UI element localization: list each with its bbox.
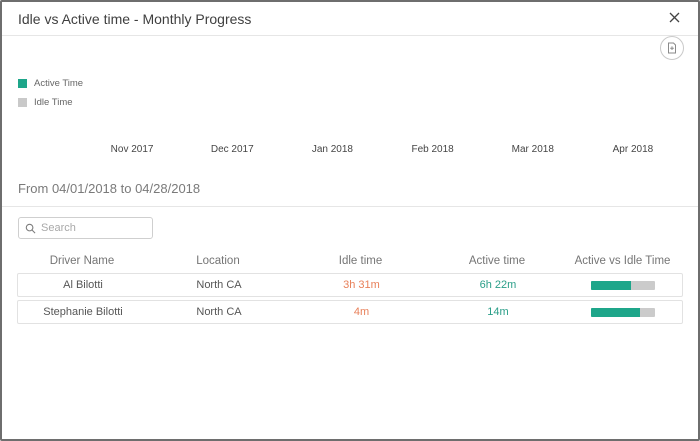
active-time-cell: 6h 22m bbox=[479, 279, 517, 291]
legend-item-active-time[interactable]: Active Time bbox=[18, 78, 83, 89]
table-row[interactable]: Al Bilotti North CA 3h 31m 6h 22m bbox=[17, 273, 683, 297]
drivers-table: Driver Name Location Idle time Active time A… bbox=[17, 249, 683, 324]
chart-bar-mar-2018[interactable] bbox=[483, 64, 583, 139]
legend-label: Active Time bbox=[34, 78, 84, 89]
chart-bar-nov-2017[interactable] bbox=[82, 64, 182, 139]
idle-time-cell: 4m bbox=[353, 306, 370, 318]
active-vs-idle-cell bbox=[563, 280, 682, 290]
chart-bars bbox=[82, 64, 683, 139]
month-label: Feb 2018 bbox=[411, 144, 454, 155]
date-range-label: From 04/01/2018 to 04/28/2018 bbox=[18, 181, 201, 196]
driver-name-cell: Al Bilotti bbox=[63, 279, 103, 291]
column-header-active-time: Active time bbox=[468, 255, 526, 267]
search-input[interactable] bbox=[41, 222, 146, 234]
modal-header: Idle vs Active time - Monthly Progress bbox=[2, 2, 698, 36]
active-time-cell: 14m bbox=[487, 306, 509, 318]
month-label: Apr 2018 bbox=[612, 144, 654, 155]
table-header-row: Driver Name Location Idle time Active time A… bbox=[17, 249, 683, 273]
date-range-row: From 04/01/2018 to 04/28/2018 bbox=[2, 170, 698, 207]
close-icon[interactable] bbox=[665, 9, 684, 28]
monthly-progress-chart: Active Time Idle Time Nov 2017 Dec 2017 Ja… bbox=[2, 64, 698, 170]
chart-bar-dec-2017[interactable] bbox=[182, 64, 282, 139]
active-time-swatch bbox=[18, 79, 27, 88]
month-label: Jan 2018 bbox=[311, 144, 353, 155]
location-cell: North CA bbox=[196, 306, 242, 318]
legend-item-idle-time[interactable]: Idle Time bbox=[18, 97, 83, 108]
column-header-location: Location bbox=[196, 255, 240, 267]
chart-legend: Active Time Idle Time bbox=[18, 78, 83, 116]
close-icon-glyph bbox=[669, 12, 680, 23]
active-progress-fill bbox=[590, 280, 632, 290]
column-header-active-vs-idle-time: Active vs Idle Time bbox=[574, 255, 671, 267]
search-box bbox=[18, 217, 153, 239]
modal-title: Idle vs Active time - Monthly Progress bbox=[18, 10, 252, 27]
chart-bar-feb-2018[interactable] bbox=[383, 64, 483, 139]
month-label: Dec 2017 bbox=[210, 144, 254, 155]
driver-name-cell: Stephanie Bilotti bbox=[43, 306, 123, 318]
month-label: Nov 2017 bbox=[110, 144, 154, 155]
table-body: Al Bilotti North CA 3h 31m 6h 22m Stephanie … bbox=[17, 273, 683, 324]
idle-time-cell: 3h 31m bbox=[343, 279, 380, 291]
idle-time-swatch bbox=[18, 98, 27, 107]
table-row[interactable]: Stephanie Bilotti North CA 4m 14m bbox=[17, 300, 683, 324]
search-icon bbox=[25, 223, 36, 233]
chart-bar-jan-2018[interactable] bbox=[282, 64, 382, 139]
export-report-button[interactable] bbox=[660, 36, 684, 60]
active-vs-idle-cell bbox=[563, 307, 682, 317]
column-header-idle-time: Idle time bbox=[338, 255, 383, 267]
export-report-icon bbox=[668, 42, 676, 54]
column-header-driver-name: Driver Name bbox=[49, 255, 115, 267]
month-label: Mar 2018 bbox=[511, 144, 554, 155]
search-row bbox=[2, 207, 698, 247]
chart-month-labels: Nov 2017 Dec 2017 Jan 2018 Feb 2018 Mar 2018… bbox=[82, 144, 683, 155]
active-vs-idle-progress-bar bbox=[590, 307, 655, 317]
chart-bar-apr-2018[interactable] bbox=[583, 64, 683, 139]
location-cell: North CA bbox=[196, 279, 242, 291]
active-progress-fill bbox=[590, 307, 641, 317]
legend-label: Idle Time bbox=[34, 97, 73, 108]
active-vs-idle-progress-bar bbox=[590, 280, 655, 290]
